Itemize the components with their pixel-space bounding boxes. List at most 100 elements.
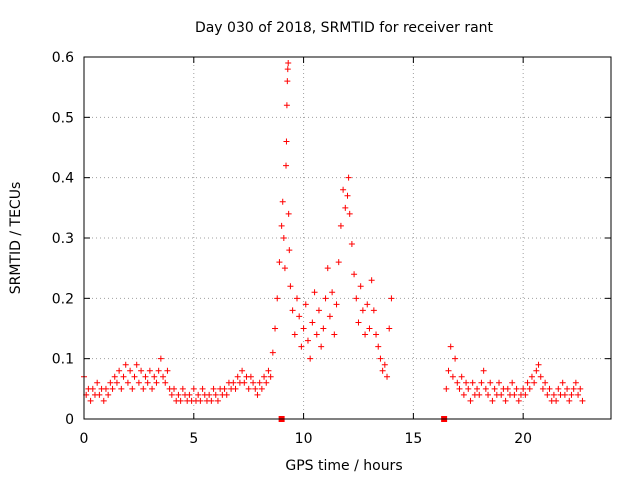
data-point (144, 379, 151, 386)
data-point (302, 301, 309, 308)
data-point (160, 373, 167, 380)
data-point (353, 295, 360, 302)
data-point (320, 325, 327, 332)
y-tick-label: 0.4 (52, 171, 74, 187)
data-point (232, 385, 239, 392)
data-point (179, 385, 186, 392)
data-point (381, 361, 388, 368)
data-point (256, 379, 263, 386)
data-point (94, 379, 101, 386)
data-point (162, 379, 169, 386)
data-point (210, 385, 217, 392)
data-point (449, 373, 456, 380)
data-point (348, 241, 355, 248)
data-point (265, 367, 272, 374)
data-point (254, 391, 261, 398)
data-point (458, 373, 465, 380)
data-point (284, 78, 291, 85)
data-point (539, 385, 546, 392)
data-point (362, 331, 369, 338)
data-point (520, 385, 527, 392)
data-point (313, 331, 320, 338)
data-point (498, 391, 505, 398)
data-point (177, 397, 184, 404)
data-point (487, 379, 494, 386)
data-point (151, 373, 158, 380)
data-point (480, 367, 487, 374)
x-tick-label: 0 (80, 431, 89, 447)
data-point (289, 307, 296, 314)
data-point (100, 397, 107, 404)
data-point (340, 186, 347, 193)
data-point (445, 367, 452, 374)
y-tick-label: 0.3 (52, 231, 74, 247)
data-point (269, 349, 276, 356)
data-point (364, 301, 371, 308)
data-point (502, 397, 509, 404)
data-point (537, 373, 544, 380)
data-point (212, 391, 219, 398)
data-point (524, 379, 531, 386)
data-point (283, 102, 290, 109)
data-point (463, 379, 470, 386)
data-point (333, 301, 340, 308)
data-point (96, 391, 103, 398)
data-point (388, 295, 395, 302)
data-point (175, 391, 182, 398)
data-point (474, 385, 481, 392)
data-point (561, 391, 568, 398)
data-point (528, 373, 535, 380)
data-point (346, 210, 353, 217)
data-point (335, 259, 342, 266)
data-point (509, 379, 516, 386)
chart-title: Day 030 of 2018, SRMTID for receiver ran… (195, 20, 494, 36)
data-point (377, 355, 384, 362)
data-point (355, 319, 362, 326)
data-point (293, 295, 300, 302)
data-point (553, 397, 560, 404)
data-point (329, 289, 336, 296)
data-point (208, 397, 215, 404)
data-point (116, 367, 123, 374)
data-point (526, 385, 533, 392)
data-point (370, 307, 377, 314)
data-point (307, 355, 314, 362)
data-point (102, 385, 109, 392)
x-tick-label: 10 (295, 431, 313, 447)
data-point (291, 331, 298, 338)
data-point (535, 361, 542, 368)
data-point (544, 391, 551, 398)
y-axis-label: SRMTID / TECUs (8, 182, 24, 295)
data-point (491, 385, 498, 392)
data-point (287, 283, 294, 290)
data-point (485, 391, 492, 398)
data-point (118, 385, 125, 392)
grid (83, 57, 611, 419)
data-point (230, 379, 237, 386)
data-point (135, 379, 142, 386)
data-point (345, 174, 352, 181)
data-point (375, 343, 382, 350)
data-point (351, 271, 358, 278)
data-point (384, 373, 391, 380)
data-point (284, 66, 291, 73)
x-tick-label: 5 (189, 431, 198, 447)
plot-frame (83, 56, 612, 420)
data-point (513, 385, 520, 392)
data-point (447, 343, 454, 350)
data-point (568, 391, 575, 398)
y-tick-label: 0 (65, 412, 74, 428)
data-point (379, 367, 386, 374)
data-point (373, 331, 380, 338)
data-point (322, 295, 329, 302)
data-point (197, 397, 204, 404)
data-point (258, 385, 265, 392)
data-point (214, 397, 221, 404)
data-point (460, 391, 467, 398)
data-point (531, 379, 538, 386)
data-point (199, 385, 206, 392)
data-point (149, 385, 156, 392)
data-point (368, 277, 375, 284)
data-point (511, 391, 518, 398)
data-point (283, 162, 290, 169)
